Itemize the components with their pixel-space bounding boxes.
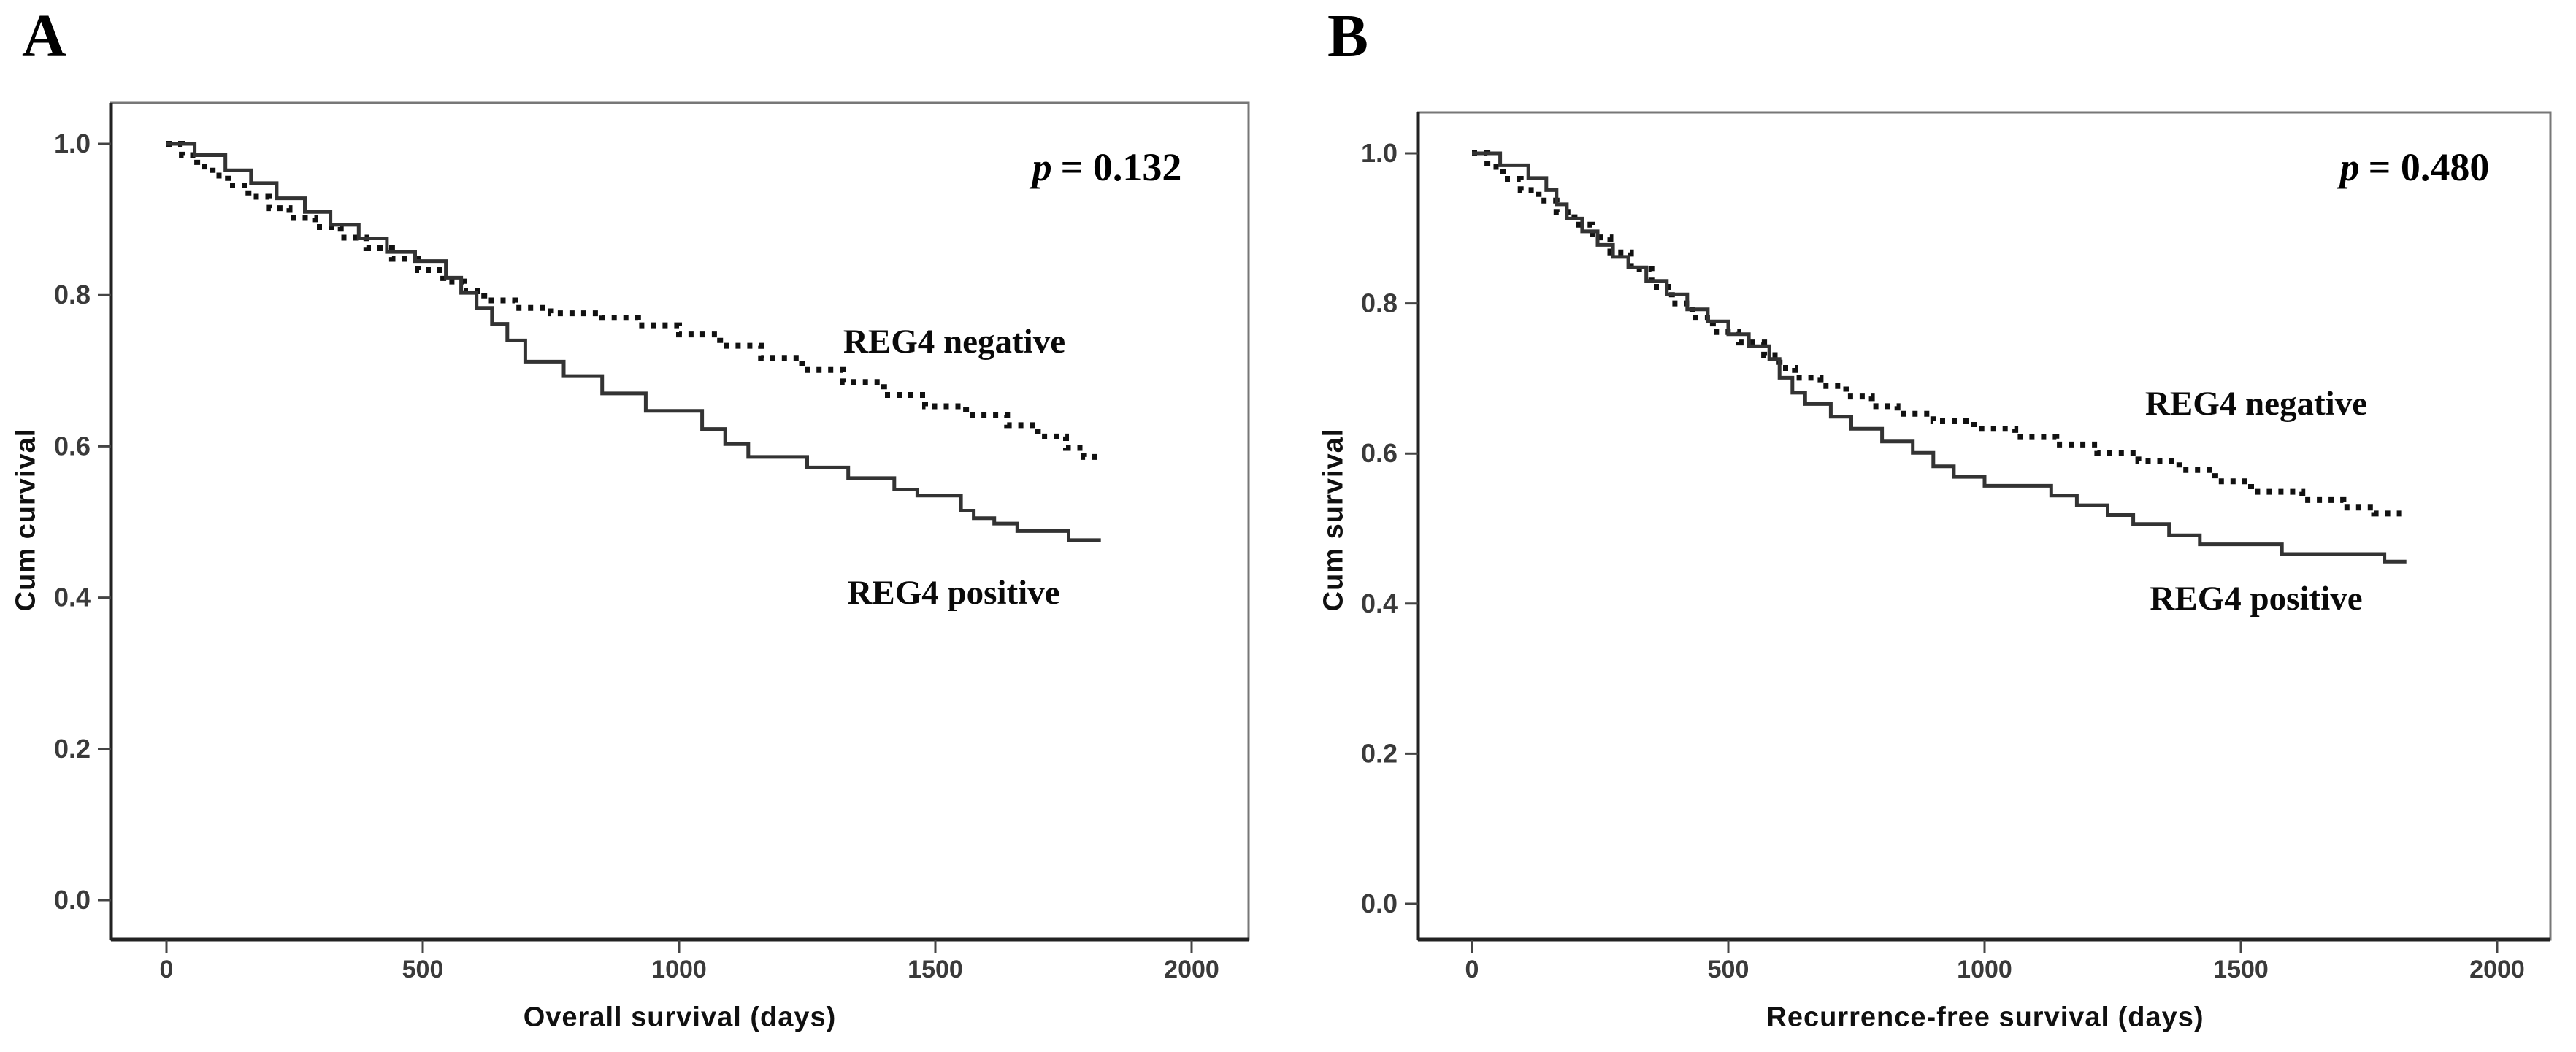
panel-b-x-tick-label: 2000 [2469,956,2525,983]
panel-b-p-symbol: p [2339,145,2360,189]
panel-a-legend-reg4-positive: REG4 positive [847,574,1060,612]
panel-b-legend-reg4-positive: REG4 positive [2150,580,2363,618]
panel-a-y-tick-label: 1.0 [54,128,91,158]
panel-a-y-tick-label: 0.6 [54,431,91,461]
panel-b-y-tick-label: 0.8 [1361,288,1398,318]
panel-b-y-tick-label: 0.6 [1361,438,1398,468]
panel-b-y-tick-label: 0.4 [1361,588,1398,618]
panel-b-y-axis-title: Cum survival [1318,428,1349,612]
panel-a-y-tick-label: 0.8 [54,280,91,310]
panel-b-x-tick-label: 0 [1465,956,1479,983]
panel-b-y-tick-label: 0.2 [1361,738,1398,768]
panel-a-y-tick-label: 0.2 [54,734,91,764]
panel-b-p-value: p = 0.480 [2340,145,2490,190]
panel-a-y-tick-label: 0.4 [54,583,91,613]
panel-a-km-curve-reg4-positive [166,142,1101,542]
panel-b-x-tick-label: 1500 [2213,956,2269,983]
panel-a-p-number: = 0.132 [1060,145,1182,189]
panel-a-letter: A [22,2,66,70]
panel-b-letter: B [1327,2,1369,70]
panel-b-p-number: = 0.480 [2368,145,2490,189]
panel-b-km-curve-reg4-positive [1472,151,2407,564]
panel-a-y-axis-title: Cum curvival [10,428,42,612]
panel-b-y-tick-label: 0.0 [1361,888,1398,918]
panel-b-legend-reg4-negative: REG4 negative [2144,385,2368,423]
panel-a-p-symbol: p [1032,145,1052,189]
panel-a-x-tick-label: 0 [160,956,174,983]
panel-a-x-tick-label: 1000 [651,956,707,983]
panel-a-p-value: p = 0.132 [1032,145,1182,190]
panel-a-x-tick-label: 500 [402,956,444,983]
panel-a-plot-border [110,101,1250,941]
panel-a-x-axis-title: Overall survival (days) [523,1002,837,1033]
panel-a-x-tick-label: 1500 [908,956,963,983]
panel-a-x-tick-label: 2000 [1164,956,1219,983]
panel-a-legend-reg4-negative: REG4 negative [843,323,1066,361]
panel-b-x-axis-title: Recurrence-free survival (days) [1766,1002,2204,1033]
panel-b-x-tick-label: 500 [1708,956,1749,983]
panel-a-km-curve-reg4-negative [166,141,1101,460]
panel-b-plot-border [1417,111,2552,941]
panel-b-y-tick-label: 1.0 [1361,138,1398,168]
panel-b-km-curve-reg4-negative [1472,150,2407,517]
panel-a-y-tick-label: 0.0 [54,885,91,915]
panel-b-x-tick-label: 1000 [1957,956,2012,983]
